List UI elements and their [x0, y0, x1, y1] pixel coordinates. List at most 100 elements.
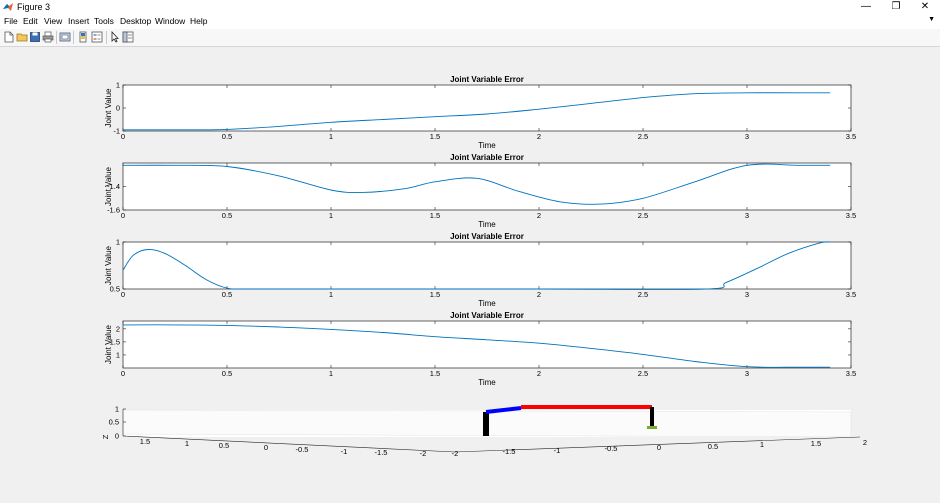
front-tick-label: -1.5	[375, 448, 388, 457]
right-tick-label: -0.5	[605, 444, 618, 453]
front-axis-line	[122, 435, 456, 453]
menu-overflow-icon[interactable]: ▼	[928, 16, 935, 23]
x-tick-label: 2	[537, 369, 541, 378]
front-tick-label: -1	[341, 447, 348, 456]
menu-insert[interactable]: Insert	[68, 16, 90, 26]
x-tick-label: 0.5	[222, 290, 232, 299]
x-tick-label: 1.5	[430, 132, 440, 141]
x-tick-label: 3	[745, 290, 749, 299]
front-tick-label: 1.5	[140, 437, 150, 446]
toolbar-separator	[73, 31, 74, 44]
link-icon[interactable]	[59, 31, 71, 43]
right-tick-label: 0	[657, 443, 661, 452]
x-tick-label: 1	[329, 369, 333, 378]
joint-error-series-line	[122, 241, 831, 290]
end-effector-marker	[647, 426, 657, 429]
x-tick-label: 3.5	[846, 132, 856, 141]
right-tick-label: 1	[760, 440, 764, 449]
x-tick-label: 0.5	[222, 211, 232, 220]
robot-end-link	[650, 407, 654, 428]
menu-tools[interactable]: Tools	[94, 16, 114, 26]
y-tick-label: -1.6	[107, 206, 120, 215]
window-title: Figure 3	[17, 2, 51, 12]
menu-view[interactable]: View	[44, 16, 63, 26]
y-tick-label: -1	[113, 127, 120, 136]
x-tick-label: 2	[537, 132, 541, 141]
z-axis-label: Z	[101, 434, 110, 439]
x-tick-label: 2.5	[638, 290, 648, 299]
front-tick-label: -0.5	[296, 445, 309, 454]
x-tick-label: 2.5	[638, 211, 648, 220]
x-tick-label: 1	[329, 132, 333, 141]
x-tick-label: 3.5	[846, 369, 856, 378]
joint-error-series-line	[122, 163, 831, 205]
x-tick-label: 3	[745, 211, 749, 220]
x-tick-label: 2.5	[638, 132, 648, 141]
menu-window[interactable]: Window	[155, 16, 186, 26]
x-axis-label: Time	[478, 378, 496, 387]
right-tick-label: -1.5	[503, 447, 516, 456]
x-tick-label: 2	[537, 211, 541, 220]
x-tick-label: 3	[745, 369, 749, 378]
right-axis-line	[454, 436, 861, 453]
front-tick-label: 0	[264, 443, 268, 452]
x-tick-label: 0	[121, 132, 125, 141]
plot-area	[122, 241, 852, 290]
z-tick-label: 0.5	[109, 418, 119, 427]
minimize-button[interactable]: —	[861, 1, 871, 12]
x-tick-label: 1	[329, 290, 333, 299]
x-tick-label: 1.5	[430, 369, 440, 378]
front-tick-label: 1	[185, 439, 189, 448]
joint-error-axes-4[interactable]: 0 0.5 1 1.5 2 2.5 3 3.5 1 1.5 2 Joint Variable Erro…	[104, 311, 856, 387]
legend-icon[interactable]	[91, 31, 103, 43]
maximize-button[interactable]: ❐	[891, 1, 901, 12]
menu-bar: File Edit View Insert Tools Desktop Wind…	[0, 15, 940, 29]
x-tick-label: 3.5	[846, 290, 856, 299]
menu-file[interactable]: File	[4, 16, 18, 26]
joint-error-series-line	[122, 92, 831, 131]
robot-3d-axes[interactable]: 0 0.5 1 Z 1.5 1 0.5 0 -0.5 -1 -1.5 -2 -2 -1.5 -1 -0.5 0 0…	[101, 405, 867, 459]
menu-help[interactable]: Help	[190, 16, 208, 26]
x-tick-label: 0	[121, 211, 125, 220]
y-tick-label: 1	[116, 350, 120, 359]
right-tick-label: -1	[554, 446, 561, 455]
x-tick-label: 3.5	[846, 211, 856, 220]
y-tick-label: 1.5	[110, 337, 120, 346]
pointer-icon[interactable]	[109, 31, 121, 43]
toolbar-separator	[106, 31, 107, 44]
menu-desktop[interactable]: Desktop	[120, 16, 152, 26]
save-icon[interactable]	[29, 31, 41, 43]
colorbar-icon[interactable]	[77, 31, 89, 43]
front-tick-label: 0.5	[219, 441, 229, 450]
axes-title: Joint Variable Error	[450, 75, 524, 84]
joint-error-axes-2[interactable]: 0 0.5 1 1.5 2 2.5 3 3.5 -1.6 -1.4 Joint Variable E…	[104, 153, 856, 229]
close-button[interactable]: ✕	[920, 1, 930, 12]
z-tick-label: 1	[115, 405, 119, 414]
y-tick-label: 1	[116, 81, 120, 90]
x-tick-label: 0.5	[222, 132, 232, 141]
x-axis-label: Time	[478, 299, 496, 308]
property-editor-icon[interactable]	[122, 31, 134, 43]
right-tick-label: -2	[452, 449, 459, 458]
y-axis-label: Joint Value	[104, 166, 113, 206]
x-tick-label: 0	[121, 290, 125, 299]
new-figure-icon[interactable]	[3, 31, 15, 43]
x-tick-label: 1	[329, 211, 333, 220]
x-tick-label: 0	[121, 369, 125, 378]
print-icon[interactable]	[42, 31, 54, 43]
x-tick-label: 2	[537, 290, 541, 299]
menu-edit[interactable]: Edit	[23, 16, 38, 26]
title-bar: Figure 3 — ❐ ✕	[0, 0, 940, 15]
joint-error-series-line	[122, 324, 831, 368]
open-file-icon[interactable]	[16, 31, 28, 43]
axes-title: Joint Variable Error	[450, 232, 524, 241]
axes-title: Joint Variable Error	[450, 311, 524, 320]
matlab-icon	[3, 3, 13, 11]
plot-area	[122, 162, 852, 211]
y-axis-label: Joint Value	[104, 245, 113, 285]
axes-title: Joint Variable Error	[450, 153, 524, 162]
x-axis-label: Time	[478, 220, 496, 229]
